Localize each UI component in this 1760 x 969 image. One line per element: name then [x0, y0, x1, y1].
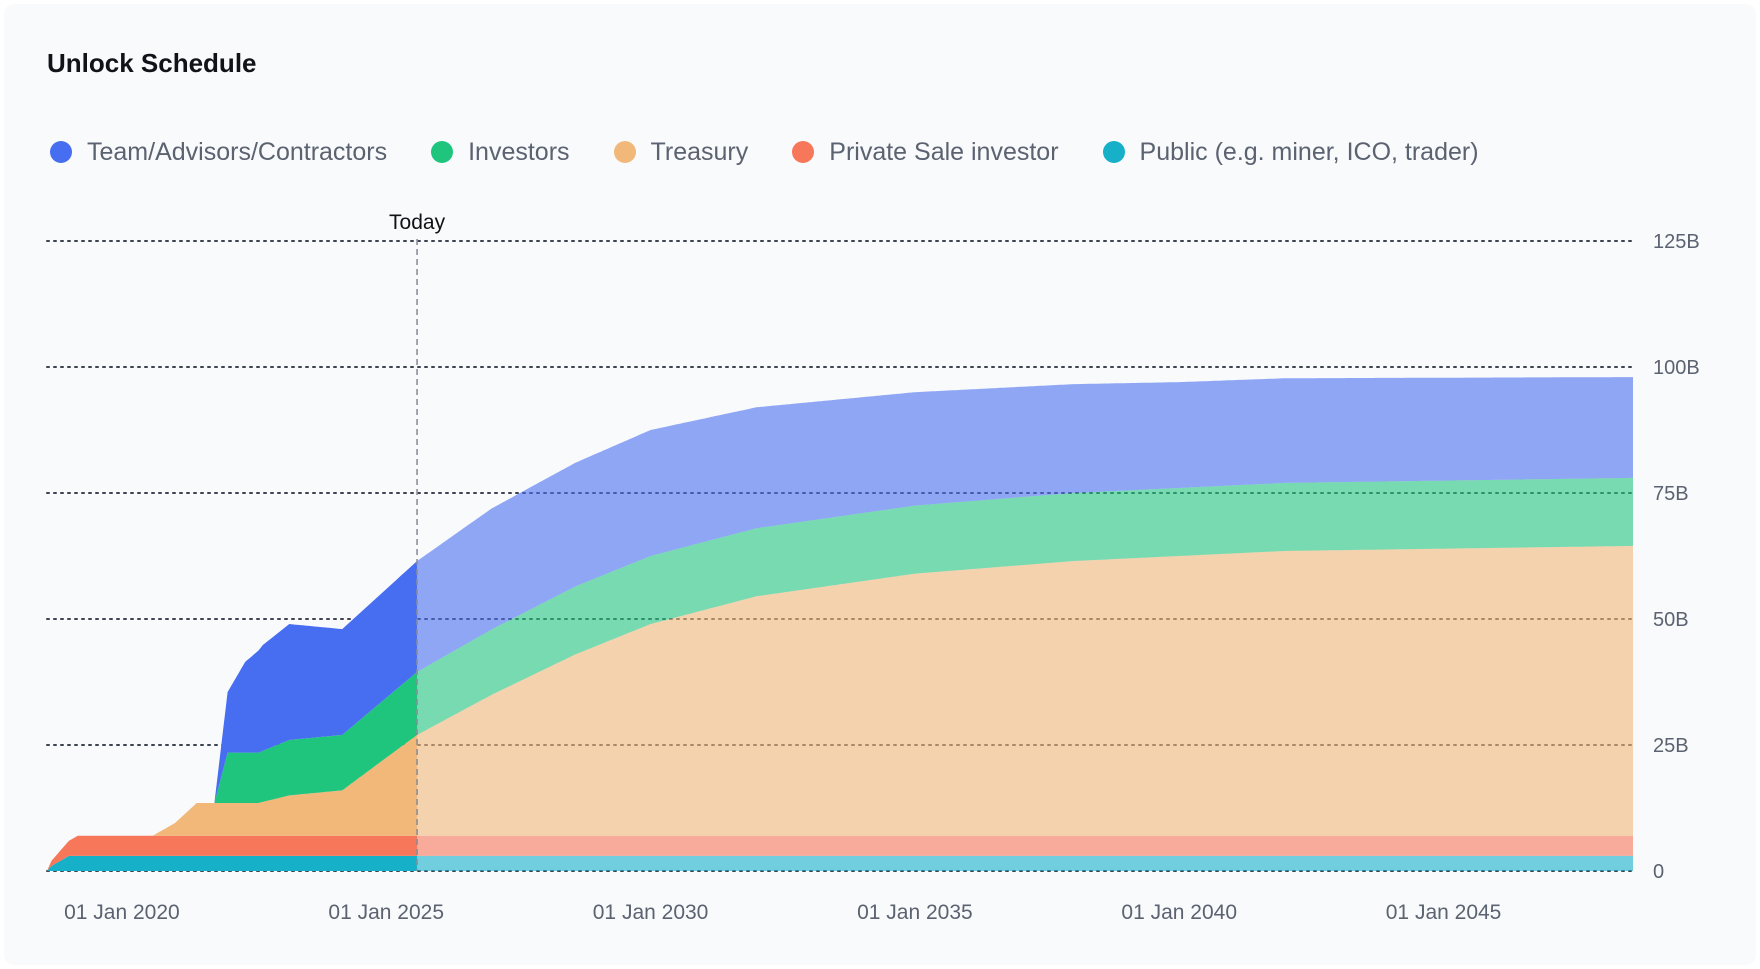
private-sale-dot-icon	[792, 141, 815, 163]
area-private-sale-investor-unlocked[interactable]	[47, 835, 1633, 871]
treasury-dot-icon	[613, 141, 636, 163]
legend-label-investors: Investors	[468, 137, 570, 166]
x-tick-label: 01 Jan 2040	[1121, 901, 1237, 924]
legend-label-public: Public (e.g. miner, ICO, trader)	[1139, 137, 1479, 166]
area-team-advisors-contractors-projected[interactable]	[47, 377, 1633, 871]
area-treasury-projected[interactable]	[47, 545, 1633, 871]
x-tick-label: 01 Jan 2025	[328, 901, 444, 924]
legend-item-private-sale[interactable]: Private Sale investor	[792, 137, 1059, 167]
legend-item-treasury[interactable]: Treasury	[613, 137, 749, 167]
chart-legend: Team/Advisors/Contractors Investors Trea…	[50, 134, 1523, 170]
area-investors-projected[interactable]	[47, 477, 1633, 871]
legend-label-treasury: Treasury	[650, 137, 749, 166]
area-public-e-g-miner-ico-trader-unlocked[interactable]	[47, 855, 1633, 871]
legend-item-public[interactable]: Public (e.g. miner, ICO, trader)	[1102, 137, 1479, 167]
y-tick-label: 0	[1653, 861, 1664, 883]
chart-title: Unlock Schedule	[47, 48, 257, 78]
legend-item-investors[interactable]: Investors	[431, 137, 570, 167]
team-dot-icon	[50, 141, 72, 163]
y-tick-label: 75B	[1653, 483, 1689, 505]
legend-item-team[interactable]: Team/Advisors/Contractors	[50, 138, 387, 167]
y-tick-label: 25B	[1653, 735, 1689, 757]
x-axis-ticks: 01 Jan 2020 01 Jan 2025 01 Jan 2030 01 Jan …	[64, 901, 1501, 924]
y-tick-label: 100B	[1653, 357, 1700, 379]
y-tick-label: 125B	[1653, 231, 1700, 253]
x-tick-label: 01 Jan 2045	[1386, 901, 1502, 924]
area-treasury-unlocked[interactable]	[47, 546, 1633, 871]
area-team-advisors-contractors-unlocked[interactable]	[47, 377, 1633, 871]
y-axis-ticks: 0 25B 50B 75B 100B 125B	[1653, 231, 1700, 883]
x-tick-label: 01 Jan 2020	[64, 901, 180, 924]
area-series	[47, 377, 1633, 871]
investors-dot-icon	[431, 141, 454, 163]
legend-label-private-sale: Private Sale investor	[829, 137, 1059, 166]
x-tick-label: 01 Jan 2035	[857, 901, 973, 924]
today-label: Today	[389, 211, 446, 234]
y-tick-label: 50B	[1653, 609, 1689, 631]
today-marker: Today	[389, 211, 446, 871]
area-private-sale-investor-projected[interactable]	[47, 835, 1633, 871]
x-tick-label: 01 Jan 2030	[593, 901, 709, 924]
legend-label-team: Team/Advisors/Contractors	[87, 137, 388, 166]
public-dot-icon	[1102, 141, 1125, 163]
area-public-e-g-miner-ico-trader-projected[interactable]	[47, 855, 1633, 871]
area-investors-unlocked[interactable]	[47, 478, 1633, 871]
